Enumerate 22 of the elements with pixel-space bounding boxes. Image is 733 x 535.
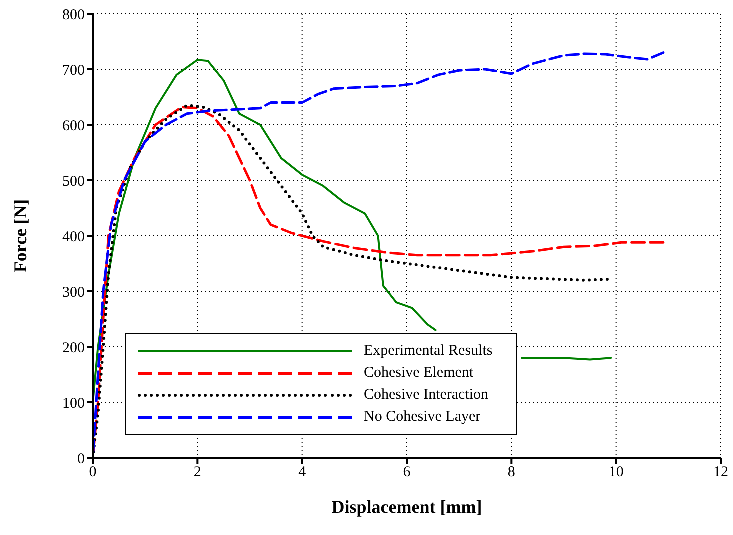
y-tick-label: 700 <box>62 62 85 79</box>
y-axis-title: Force [N] <box>10 199 30 273</box>
x-tick-label: 10 <box>608 464 624 481</box>
y-tick-label: 800 <box>62 7 85 24</box>
y-tick-label: 400 <box>62 229 85 246</box>
y-tick-label: 600 <box>62 118 85 134</box>
y-tick-label: 0 <box>78 451 85 468</box>
x-tick-label: 4 <box>298 464 307 481</box>
legend-label: No Cohesive Layer <box>364 408 481 426</box>
x-tick-label: 12 <box>714 464 728 481</box>
legend-label: Cohesive Interaction <box>364 386 489 404</box>
legend-label: Cohesive Element <box>364 364 474 382</box>
x-axis-title: Displacement [mm] <box>332 497 482 517</box>
x-tick-label: 6 <box>403 464 412 481</box>
x-tick-label: 0 <box>89 464 97 481</box>
y-tick-label: 300 <box>62 284 85 301</box>
y-tick-label: 500 <box>62 174 85 190</box>
series-label: Experimental Results <box>364 342 493 360</box>
x-tick-label: 8 <box>508 464 516 481</box>
y-tick-label: 100 <box>62 396 85 412</box>
y-tick-label: 200 <box>62 340 85 356</box>
x-tick-label: 2 <box>194 464 202 481</box>
